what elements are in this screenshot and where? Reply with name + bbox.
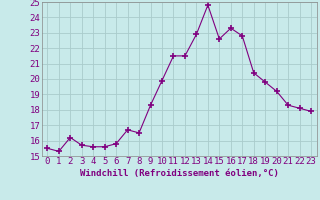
X-axis label: Windchill (Refroidissement éolien,°C): Windchill (Refroidissement éolien,°C) <box>80 169 279 178</box>
